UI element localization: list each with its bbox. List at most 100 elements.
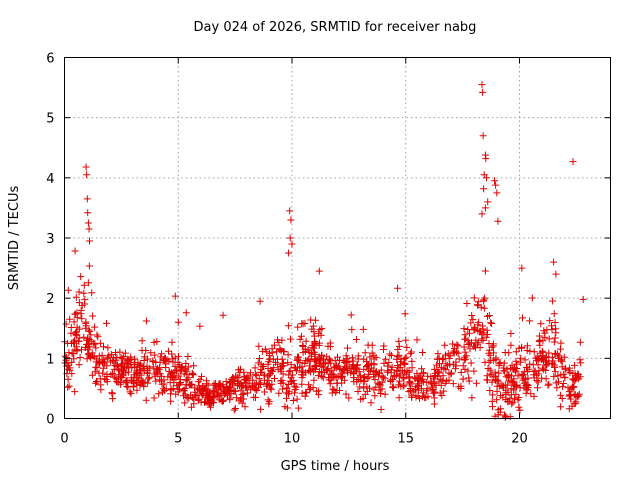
- data-point: [530, 348, 538, 356]
- data-point: [75, 288, 83, 296]
- data-point: [401, 360, 409, 368]
- data-point: [297, 332, 305, 340]
- data-point: [291, 389, 298, 397]
- data-point: [247, 386, 255, 394]
- data-point: [177, 379, 184, 386]
- data-point: [328, 389, 336, 397]
- data-point: [442, 351, 449, 359]
- data-point: [108, 390, 116, 398]
- data-point: [354, 352, 362, 360]
- data-point: [550, 338, 558, 346]
- data-point: [173, 367, 181, 375]
- data-point: [507, 341, 515, 349]
- data-point: [494, 217, 502, 225]
- data-point: [333, 387, 341, 394]
- data-point: [229, 387, 237, 395]
- data-point: [83, 195, 91, 203]
- data-point: [473, 301, 481, 309]
- data-point: [406, 378, 414, 386]
- data-point: [441, 379, 449, 387]
- data-point: [363, 387, 371, 395]
- data-point: [171, 292, 179, 300]
- data-point: [165, 368, 173, 375]
- data-point: [552, 379, 560, 387]
- data-point: [375, 386, 383, 394]
- data-point: [499, 393, 507, 401]
- data-point: [255, 375, 263, 383]
- data-point: [485, 312, 493, 319]
- data-point: [334, 362, 342, 370]
- data-point: [450, 345, 458, 353]
- data-point: [311, 316, 319, 324]
- data-point: [84, 334, 92, 342]
- data-point: [342, 352, 350, 360]
- data-point: [315, 267, 323, 275]
- data-point: [311, 355, 319, 363]
- data-point: [175, 372, 183, 380]
- data-point: [198, 389, 206, 397]
- data-point: [235, 397, 243, 405]
- data-point: [551, 368, 559, 376]
- data-point: [478, 335, 486, 343]
- data-point: [562, 364, 570, 372]
- data-point: [329, 385, 337, 393]
- data-point: [462, 352, 470, 360]
- data-point: [182, 309, 190, 317]
- data-point: [492, 377, 500, 385]
- data-point: [71, 310, 79, 318]
- data-point: [430, 365, 438, 373]
- data-point: [295, 353, 302, 361]
- data-point: [445, 354, 453, 362]
- data-point: [109, 353, 117, 361]
- data-point: [158, 350, 166, 358]
- data-point: [261, 388, 269, 396]
- data-point: [170, 379, 178, 387]
- axis-ticks: 0 1 2 3 4 5 6 0 5 10 15 20: [46, 52, 611, 447]
- data-point: [100, 343, 107, 351]
- data-point: [550, 373, 558, 381]
- data-point: [64, 286, 72, 294]
- data-point: [568, 402, 576, 410]
- data-point: [460, 356, 468, 364]
- data-point: [241, 403, 249, 411]
- data-point: [478, 210, 486, 218]
- data-point: [265, 358, 273, 366]
- data-point: [319, 363, 327, 371]
- data-point: [140, 357, 148, 364]
- data-point: [485, 340, 493, 347]
- data-point: [459, 362, 467, 370]
- data-point: [284, 359, 292, 367]
- data-point: [80, 281, 88, 289]
- data-point: [366, 368, 374, 375]
- data-point: [393, 367, 401, 374]
- data-point: [78, 315, 86, 323]
- data-point: [310, 376, 318, 384]
- data-point: [315, 330, 323, 338]
- data-point: [453, 341, 461, 349]
- y-tick-label: 6: [46, 52, 54, 67]
- data-point: [431, 372, 439, 379]
- data-point: [429, 389, 437, 397]
- data-point: [176, 364, 184, 372]
- data-point: [529, 361, 537, 369]
- data-point: [68, 370, 76, 378]
- data-point: [542, 354, 550, 361]
- data-point: [318, 351, 326, 359]
- data-point: [553, 384, 561, 392]
- data-point: [576, 338, 584, 346]
- data-point: [86, 327, 94, 335]
- data-point: [316, 368, 324, 375]
- data-point: [256, 297, 264, 305]
- data-point: [507, 391, 515, 399]
- data-point: [267, 385, 275, 393]
- data-point: [284, 322, 292, 330]
- data-point: [222, 388, 229, 396]
- data-point: [96, 339, 104, 347]
- data-point: [366, 353, 374, 361]
- data-point: [501, 367, 509, 375]
- x-tick-label: 5: [174, 432, 182, 447]
- data-point: [486, 387, 494, 394]
- data-point: [567, 395, 575, 403]
- data-point: [281, 403, 289, 411]
- data-point: [415, 380, 423, 388]
